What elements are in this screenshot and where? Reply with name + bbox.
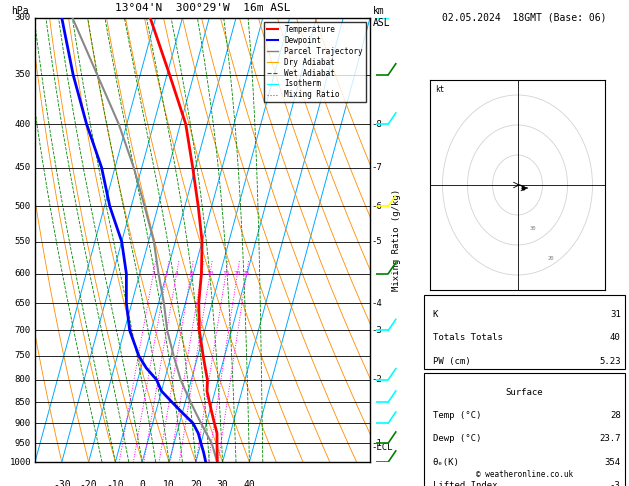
Text: 800: 800 [15, 375, 31, 384]
Bar [424, 373, 625, 486]
Text: 450: 450 [15, 163, 31, 172]
Text: 10: 10 [206, 271, 214, 276]
Text: 02.05.2024  18GMT (Base: 06): 02.05.2024 18GMT (Base: 06) [442, 12, 607, 22]
Text: -8: -8 [372, 120, 382, 129]
Text: 28: 28 [610, 411, 621, 420]
Text: kt: kt [435, 85, 444, 94]
Text: 23.7: 23.7 [599, 434, 621, 443]
Text: -10: -10 [106, 480, 124, 486]
Text: -20: -20 [80, 480, 97, 486]
Text: -30: -30 [53, 480, 70, 486]
Text: θₑ(K): θₑ(K) [433, 458, 459, 467]
Text: 20: 20 [234, 271, 241, 276]
Text: 1000: 1000 [9, 457, 31, 467]
Text: 25: 25 [243, 271, 250, 276]
Bar [424, 295, 625, 369]
Text: 500: 500 [15, 202, 31, 211]
Text: Lifted Index: Lifted Index [433, 481, 497, 486]
Text: Mixing Ratio (g/kg): Mixing Ratio (g/kg) [392, 189, 401, 291]
Text: 300: 300 [15, 14, 31, 22]
Text: -5: -5 [372, 237, 382, 246]
Text: 0: 0 [139, 480, 145, 486]
Text: 30: 30 [530, 226, 537, 231]
Text: 30: 30 [217, 480, 228, 486]
Text: 8: 8 [200, 271, 204, 276]
Text: -7: -7 [372, 163, 382, 172]
Text: 950: 950 [15, 438, 31, 448]
Text: 13°04'N  300°29'W  16m ASL: 13°04'N 300°29'W 16m ASL [114, 3, 290, 13]
Text: 354: 354 [604, 458, 621, 467]
Legend: Temperature, Dewpoint, Parcel Trajectory, Dry Adiabat, Wet Adiabat, Isotherm, Mi: Temperature, Dewpoint, Parcel Trajectory… [264, 22, 366, 103]
Text: 15: 15 [222, 271, 230, 276]
Text: 20: 20 [190, 480, 202, 486]
Text: -LCL: -LCL [372, 443, 393, 452]
Text: 20: 20 [547, 256, 554, 261]
Text: hPa: hPa [11, 5, 29, 16]
Text: -2: -2 [372, 375, 382, 384]
Text: 750: 750 [15, 351, 31, 361]
Text: 40: 40 [243, 480, 255, 486]
Text: km: km [373, 5, 385, 16]
Text: 2: 2 [152, 271, 155, 276]
Text: 6: 6 [189, 271, 193, 276]
Text: 31: 31 [610, 310, 621, 319]
Text: -1: -1 [372, 438, 382, 448]
Text: 10: 10 [163, 480, 175, 486]
Text: K: K [433, 310, 438, 319]
Text: 650: 650 [15, 298, 31, 308]
Text: 5.23: 5.23 [599, 357, 621, 365]
Text: ASL: ASL [373, 17, 391, 28]
Text: 900: 900 [15, 418, 31, 428]
Text: 350: 350 [15, 70, 31, 79]
Text: Totals Totals: Totals Totals [433, 333, 503, 342]
Text: 40: 40 [610, 333, 621, 342]
Text: -3: -3 [610, 481, 621, 486]
Text: -4: -4 [372, 298, 382, 308]
Text: -6: -6 [372, 202, 382, 211]
Text: 700: 700 [15, 326, 31, 335]
Text: Dewp (°C): Dewp (°C) [433, 434, 481, 443]
Text: 3: 3 [165, 271, 169, 276]
Text: 400: 400 [15, 120, 31, 129]
Text: Surface: Surface [506, 388, 543, 397]
Text: -3: -3 [372, 326, 382, 335]
Text: 850: 850 [15, 398, 31, 407]
Text: 4: 4 [175, 271, 179, 276]
Text: © weatheronline.co.uk: © weatheronline.co.uk [476, 469, 573, 479]
Text: PW (cm): PW (cm) [433, 357, 470, 365]
Text: 600: 600 [15, 269, 31, 278]
Text: 550: 550 [15, 237, 31, 246]
Text: Temp (°C): Temp (°C) [433, 411, 481, 420]
